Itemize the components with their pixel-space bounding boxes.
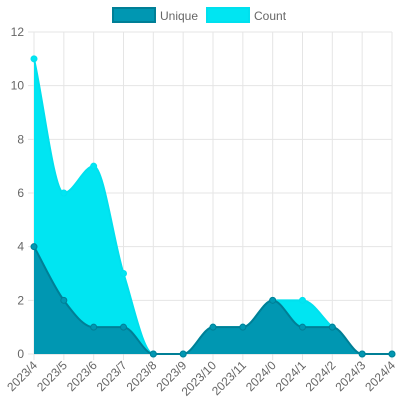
x-tick-label: 2024/4	[362, 358, 398, 394]
legend-swatch-count	[206, 7, 250, 23]
data-point-count	[120, 270, 127, 277]
legend-swatch-unique	[112, 7, 156, 23]
x-axis: 2023/42023/52023/62023/72023/82023/92023…	[4, 358, 398, 399]
x-tick-label: 2023/11	[209, 358, 249, 398]
data-point-count	[90, 162, 98, 170]
x-tick-label: 2024/2	[303, 358, 339, 394]
data-point-unique	[30, 243, 38, 251]
data-point-unique	[149, 350, 157, 358]
y-tick-label: 12	[11, 25, 25, 39]
x-tick-label: 2023/5	[34, 358, 70, 394]
y-axis: 0 2 4 6 8 10 12	[11, 25, 25, 361]
data-point-count	[299, 296, 306, 304]
data-point-unique	[299, 323, 306, 331]
data-point-count	[60, 189, 68, 197]
x-tick-label: 2024/1	[273, 358, 309, 394]
x-tick-label: 2023/4	[4, 358, 40, 394]
y-tick-label: 6	[17, 186, 24, 200]
data-point-unique	[239, 323, 247, 331]
y-tick-label: 0	[17, 347, 24, 361]
x-tick-label: 2024/0	[243, 358, 279, 394]
y-tick-label: 10	[11, 79, 25, 93]
data-point-unique	[269, 296, 277, 304]
data-point-unique	[209, 323, 217, 331]
data-point-unique	[60, 296, 68, 304]
data-point-unique	[179, 350, 187, 358]
data-point-unique	[388, 350, 396, 358]
legend: Unique Count	[112, 7, 287, 23]
x-tick-label: 2024/3	[332, 358, 368, 394]
x-tick-label: 2023/7	[94, 358, 130, 394]
plot-area	[30, 55, 396, 358]
y-tick-label: 4	[17, 240, 24, 254]
grid	[28, 31, 393, 360]
legend-label-unique: Unique	[160, 9, 198, 23]
data-point-count	[30, 55, 38, 63]
series-area-unique	[34, 246, 392, 354]
x-tick-label: 2023/8	[124, 358, 160, 394]
y-tick-label: 2	[17, 293, 24, 307]
data-point-unique	[358, 350, 366, 358]
legend-label-count: Count	[254, 9, 287, 23]
data-point-unique	[90, 323, 98, 331]
y-tick-label: 8	[17, 132, 24, 146]
series-area-count	[34, 58, 392, 354]
data-point-unique	[328, 323, 336, 331]
data-point-unique	[120, 323, 127, 331]
x-tick-label: 2023/6	[64, 358, 100, 394]
